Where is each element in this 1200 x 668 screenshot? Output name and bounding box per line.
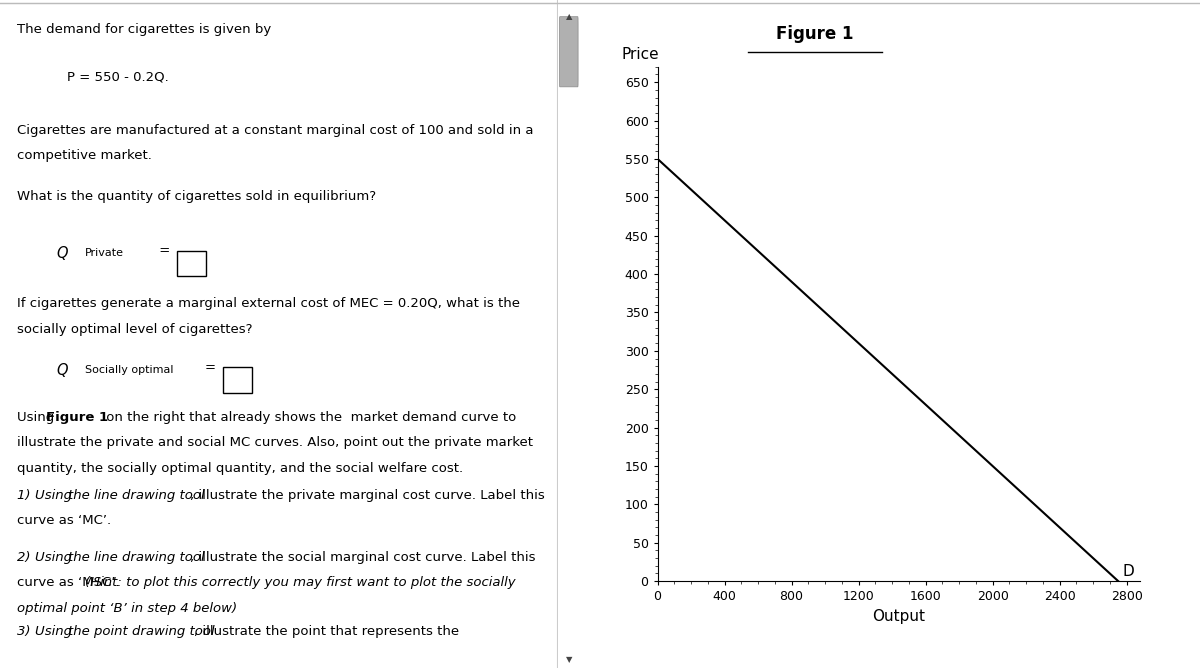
Text: quantity, the socially optimal quantity, and the social welfare cost.: quantity, the socially optimal quantity,… <box>17 462 463 474</box>
Text: Using: Using <box>35 489 77 502</box>
Text: , illustrate the social marginal cost curve. Label this: , illustrate the social marginal cost cu… <box>190 551 535 564</box>
Text: 3): 3) <box>17 625 35 637</box>
Text: (Hint: to plot this correctly you may first want to plot the socially: (Hint: to plot this correctly you may fi… <box>85 576 516 589</box>
Text: illustrate the private and social MC curves. Also, point out the private market: illustrate the private and social MC cur… <box>17 436 533 449</box>
Text: If cigarettes generate a marginal external cost of MEC = 0.20Q, what is the: If cigarettes generate a marginal extern… <box>17 297 520 310</box>
Text: Using: Using <box>17 411 59 424</box>
Text: $Q$: $Q$ <box>56 361 68 379</box>
Text: Figure 1: Figure 1 <box>47 411 108 424</box>
Text: optimal point ‘B’ in step 4 below): optimal point ‘B’ in step 4 below) <box>17 602 236 615</box>
Text: 1): 1) <box>17 489 35 502</box>
Text: =: = <box>155 244 175 257</box>
Text: competitive market.: competitive market. <box>17 149 151 162</box>
FancyBboxPatch shape <box>223 367 252 393</box>
Text: ▲: ▲ <box>565 12 572 21</box>
Text: What is the quantity of cigarettes sold in equilibrium?: What is the quantity of cigarettes sold … <box>17 190 376 203</box>
Text: The demand for cigarettes is given by: The demand for cigarettes is given by <box>17 23 271 36</box>
Text: =: = <box>205 361 221 373</box>
Text: ▼: ▼ <box>565 655 572 665</box>
Text: Price: Price <box>622 47 659 61</box>
Text: , illustrate the private marginal cost curve. Label this: , illustrate the private marginal cost c… <box>190 489 545 502</box>
Text: , illustrate the point that represents the: , illustrate the point that represents t… <box>194 625 460 637</box>
Text: Private: Private <box>85 248 124 258</box>
Text: socially optimal level of cigarettes?: socially optimal level of cigarettes? <box>17 323 252 335</box>
Text: the line drawing tool: the line drawing tool <box>68 551 205 564</box>
Text: Using: Using <box>35 625 77 637</box>
Text: Cigarettes are manufactured at a constant marginal cost of 100 and sold in a: Cigarettes are manufactured at a constan… <box>17 124 533 136</box>
X-axis label: Output: Output <box>872 609 925 624</box>
Text: Figure 1: Figure 1 <box>776 25 853 43</box>
Text: D: D <box>1122 564 1134 579</box>
Text: $Q$: $Q$ <box>56 244 68 262</box>
Text: Socially optimal: Socially optimal <box>85 365 173 375</box>
Text: 2): 2) <box>17 551 35 564</box>
Text: the line drawing tool: the line drawing tool <box>68 489 205 502</box>
Text: the point drawing tool: the point drawing tool <box>68 625 215 637</box>
FancyBboxPatch shape <box>178 250 206 276</box>
Text: P = 550 - 0.2Q.: P = 550 - 0.2Q. <box>67 70 169 83</box>
Text: curve as ‘MSC’.: curve as ‘MSC’. <box>17 576 124 589</box>
Text: Using: Using <box>35 551 77 564</box>
Text: curve as ‘MC’.: curve as ‘MC’. <box>17 514 110 527</box>
Text: on the right that already shows the  market demand curve to: on the right that already shows the mark… <box>102 411 516 424</box>
FancyBboxPatch shape <box>559 17 578 87</box>
